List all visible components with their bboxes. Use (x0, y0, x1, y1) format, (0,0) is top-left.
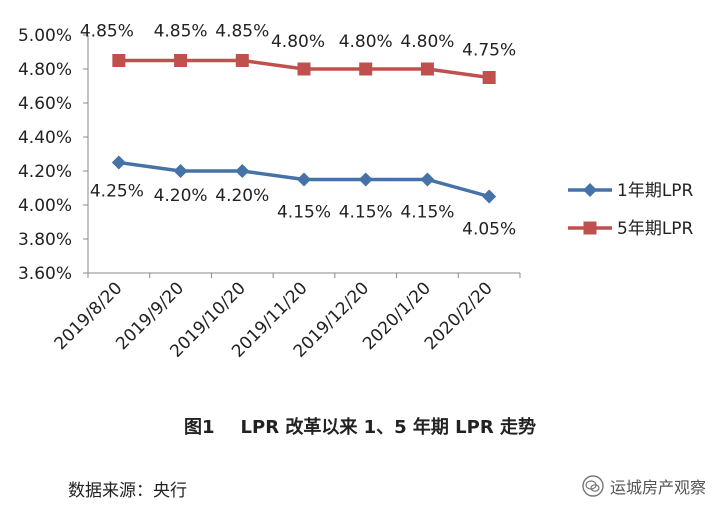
data-source-note: 数据来源：央行 (68, 481, 187, 501)
data-point-marker (358, 172, 373, 187)
brand-name: 运城房产观察 (609, 478, 706, 497)
data-point-marker (482, 71, 496, 84)
legend-marker (583, 183, 597, 197)
y-tick-label: 4.80% (18, 60, 72, 80)
y-tick-label: 5.00% (18, 26, 72, 46)
data-point-marker (482, 189, 497, 204)
figure-caption: 图1 LPR 改革以来 1、5 年期 LPR 走势 (0, 413, 720, 439)
data-point-marker (111, 155, 126, 170)
data-label: 4.15% (277, 203, 331, 223)
data-point-marker (297, 172, 311, 187)
data-point-marker (112, 54, 126, 67)
data-label: 4.20% (215, 186, 269, 206)
y-tick-label: 4.20% (18, 162, 72, 182)
legend-label: 5年期LPR (617, 219, 694, 239)
y-tick-label: 4.00% (18, 196, 72, 216)
data-point-marker (235, 164, 250, 178)
data-label: 4.80% (339, 32, 393, 52)
data-label: 4.85% (215, 22, 269, 42)
lpr-line-chart: 3.60% 3.80% 4.00% 4.20% 4.40% 4.60% 4.80% 5.00%… (18, 22, 694, 362)
data-point-marker (297, 62, 311, 76)
data-point-marker (235, 54, 249, 67)
data-label: 4.25% (90, 182, 144, 202)
data-label: 4.15% (339, 203, 393, 223)
legend-marker (583, 221, 597, 235)
data-label: 4.85% (80, 22, 134, 42)
x-tick-label: 2020/2/20 (421, 278, 497, 354)
data-point-marker (173, 164, 188, 178)
data-label: 4.80% (271, 32, 325, 52)
data-label: 4.85% (154, 22, 208, 42)
y-tick-label: 3.60% (18, 264, 72, 284)
figure-title: LPR 改革以来 1、5 年期 LPR 走势 (240, 417, 536, 438)
brand-watermark: 运城房产观察 (582, 474, 706, 498)
data-label: 4.15% (400, 203, 454, 223)
figure-number: 图1 (184, 417, 215, 438)
legend-label: 1年期LPR (617, 181, 694, 201)
data-point-marker (359, 62, 373, 76)
data-label: 4.20% (154, 186, 208, 206)
data-label: 4.75% (462, 41, 516, 61)
y-tick-label: 3.80% (18, 230, 72, 250)
y-tick-label: 4.40% (18, 128, 72, 148)
data-point-marker (420, 172, 435, 187)
data-point-marker (420, 62, 434, 76)
data-label: 4.05% (462, 220, 516, 240)
data-label: 4.80% (400, 32, 454, 52)
data-point-marker (174, 54, 188, 67)
wechat-icon (582, 475, 604, 497)
y-tick-label: 4.60% (18, 94, 72, 114)
